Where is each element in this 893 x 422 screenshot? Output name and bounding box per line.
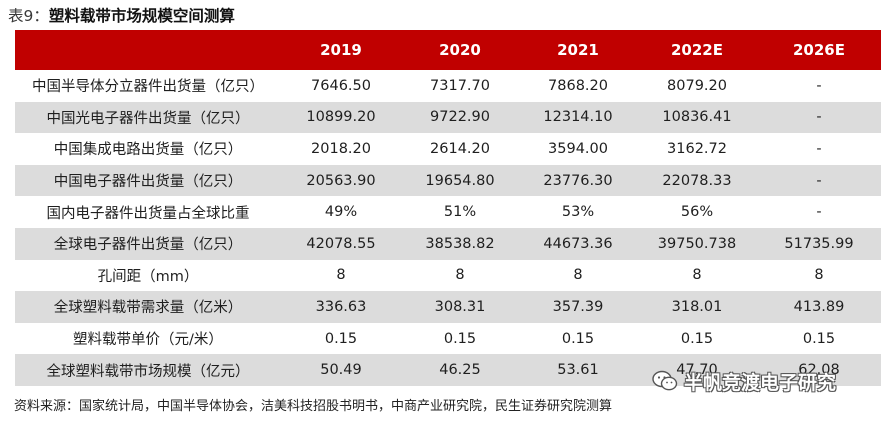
table-row: 全球电子器件出货量（亿只） 42078.55 38538.82 44673.36… (15, 227, 881, 260)
table-cell: 46.25 (401, 354, 519, 386)
watermark-text: 半帆竞渡电子研究 (684, 371, 837, 394)
table-cell: 413.89 (757, 291, 881, 323)
table-cell: 20563.90 (281, 164, 401, 197)
table-cell: 8 (401, 259, 519, 292)
table-cell: - (757, 70, 881, 102)
table-row: 中国半导体分立器件出货量（亿只） 7646.50 7317.70 7868.20… (15, 70, 881, 102)
row-label: 全球电子器件出货量（亿只） (15, 227, 281, 260)
table-row: 国内电子器件出货量占全球比重 49% 51% 53% 56% - (15, 196, 881, 228)
table-cell: 19654.80 (401, 164, 519, 197)
table-cell: 336.63 (281, 291, 401, 323)
table-title: 表9：塑料载带市场规模空间测算 (8, 4, 235, 28)
table-cell: - (757, 101, 881, 134)
table-row: 塑料载带单价（元/米） 0.15 0.15 0.15 0.15 0.15 (15, 322, 881, 355)
table-cell: 0.15 (519, 322, 637, 355)
table-cell: 22078.33 (637, 164, 757, 197)
table-cell: 3594.00 (519, 133, 637, 165)
table-cell: 357.39 (519, 291, 637, 323)
table-cell: 0.15 (401, 322, 519, 355)
data-table: 2019 2020 2021 2022E 2026E 中国半导体分立器件出货量（… (15, 30, 881, 386)
row-label: 孔间距（mm） (15, 259, 281, 292)
table-row: 中国电子器件出货量（亿只） 20563.90 19654.80 23776.30… (15, 164, 881, 197)
watermark: 半帆竞渡电子研究 (652, 364, 836, 398)
row-label: 中国集成电路出货量（亿只） (15, 133, 281, 165)
table-cell: 62.08 (757, 354, 881, 386)
header-cell-2021: 2021 (519, 30, 637, 70)
table-cell: 53% (519, 196, 637, 228)
table-cell: 23776.30 (519, 164, 637, 197)
table-cell: - (757, 133, 881, 165)
row-label: 国内电子器件出货量占全球比重 (15, 196, 281, 228)
table-cell: 9722.90 (401, 101, 519, 134)
table-title-text: 塑料载带市场规模空间测算 (48, 7, 235, 25)
table-row: 全球塑料载带市场规模（亿元） 50.49 46.25 53.61 47.70 6… (15, 354, 881, 386)
table-cell: 51% (401, 196, 519, 228)
header-cell-2022e: 2022E (637, 30, 757, 70)
header-cell-2020: 2020 (401, 30, 519, 70)
table-row: 孔间距（mm） 8 8 8 8 8 (15, 259, 881, 292)
row-label: 中国光电子器件出货量（亿只） (15, 101, 281, 134)
table-row: 中国集成电路出货量（亿只） 2018.20 2614.20 3594.00 31… (15, 133, 881, 165)
table-cell: 8079.20 (637, 70, 757, 102)
table-number: 表9： (8, 7, 49, 25)
table-cell: 8 (637, 259, 757, 292)
table-cell: 7646.50 (281, 70, 401, 102)
table-cell: 51735.99 (757, 227, 881, 260)
table-cell: 308.31 (401, 291, 519, 323)
table-cell: 56% (637, 196, 757, 228)
table-cell: 42078.55 (281, 227, 401, 260)
table-cell: 7317.70 (401, 70, 519, 102)
source-note: 资料来源：国家统计局，中国半导体协会，洁美科技招股书明书，中商产业研究院，民生证… (14, 399, 613, 414)
table-cell: 7868.20 (519, 70, 637, 102)
table-cell: 318.01 (637, 291, 757, 323)
table-cell: 0.15 (637, 322, 757, 355)
table-cell: 2018.20 (281, 133, 401, 165)
table-cell: 10899.20 (281, 101, 401, 134)
table-cell: 44673.36 (519, 227, 637, 260)
table-cell: 10836.41 (637, 101, 757, 134)
row-label: 塑料载带单价（元/米） (15, 322, 281, 355)
wechat-icon (652, 370, 678, 392)
table-cell: 3162.72 (637, 133, 757, 165)
table-cell: 50.49 (281, 354, 401, 386)
header-cell-2019: 2019 (281, 30, 401, 70)
table-cell: 49% (281, 196, 401, 228)
table-cell: 38538.82 (401, 227, 519, 260)
table-row: 全球塑料载带需求量（亿米） 336.63 308.31 357.39 318.0… (15, 291, 881, 323)
header-row: 2019 2020 2021 2022E 2026E (15, 30, 881, 70)
row-label: 中国电子器件出货量（亿只） (15, 164, 281, 197)
table-cell: 0.15 (757, 322, 881, 355)
table-cell: 12314.10 (519, 101, 637, 134)
row-label: 全球塑料载带市场规模（亿元） (15, 354, 281, 386)
table-cell: 8 (757, 259, 881, 292)
table-cell: - (757, 196, 881, 228)
row-label: 全球塑料载带需求量（亿米） (15, 291, 281, 323)
header-cell-label (15, 30, 281, 70)
table-cell: 39750.738 (637, 227, 757, 260)
row-label: 中国半导体分立器件出货量（亿只） (15, 70, 281, 102)
table-cell: - (757, 164, 881, 197)
table-row: 中国光电子器件出货量（亿只） 10899.20 9722.90 12314.10… (15, 101, 881, 134)
table-cell: 8 (281, 259, 401, 292)
header-cell-2026e: 2026E (757, 30, 881, 70)
table-cell: 8 (519, 259, 637, 292)
table-cell: 2614.20 (401, 133, 519, 165)
table-cell: 0.15 (281, 322, 401, 355)
table-cell: 53.61 (519, 354, 637, 386)
